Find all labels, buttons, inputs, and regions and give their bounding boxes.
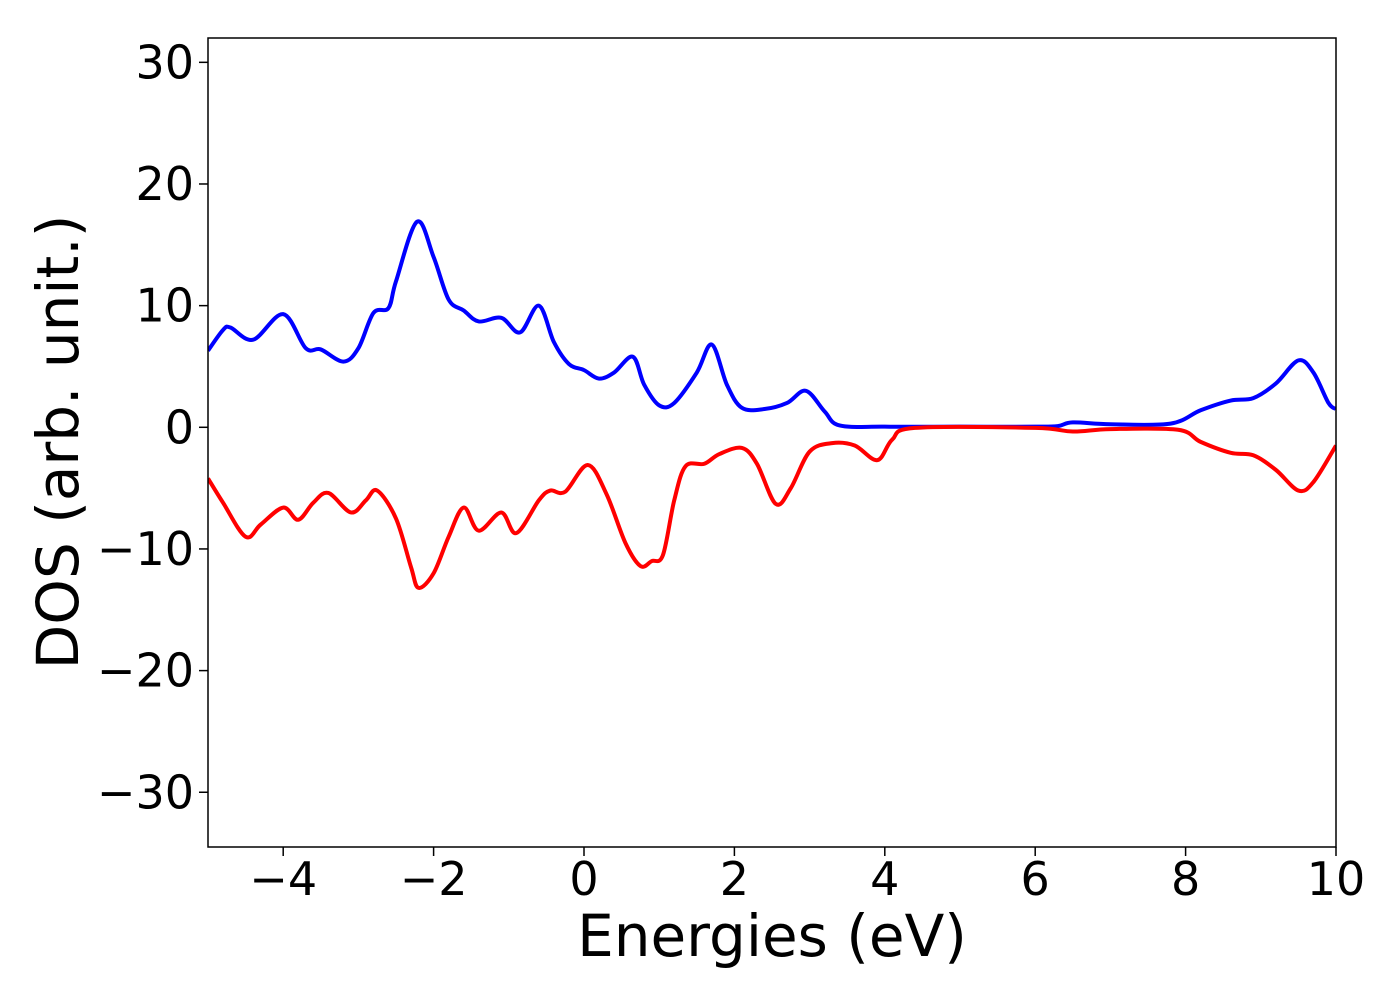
y-tick-label: 0 bbox=[165, 400, 194, 454]
x-tick-label: 10 bbox=[1307, 852, 1366, 906]
y-tick-label: −30 bbox=[97, 765, 194, 819]
dos-line bbox=[208, 219, 1336, 429]
x-tick-label: 6 bbox=[1021, 852, 1050, 906]
y-axis-label: DOS (arb. unit.) bbox=[24, 215, 92, 670]
y-tick-label: −20 bbox=[97, 644, 194, 698]
x-tick-label: 4 bbox=[870, 852, 899, 906]
y-tick-label: −10 bbox=[97, 522, 194, 576]
x-tick-label: 0 bbox=[569, 852, 598, 906]
y-tick-label: 10 bbox=[135, 279, 194, 333]
y-tick-label: 30 bbox=[135, 35, 194, 89]
x-tick-label: 2 bbox=[720, 852, 749, 906]
y-tick-label: 20 bbox=[135, 157, 194, 211]
x-tick-label: −2 bbox=[400, 852, 468, 906]
dos-line bbox=[208, 424, 1336, 590]
x-tick-label: −4 bbox=[249, 852, 317, 906]
x-axis-label: Energies (eV) bbox=[577, 902, 967, 970]
plot-frame bbox=[207, 37, 1337, 848]
x-tick-label: 8 bbox=[1171, 852, 1200, 906]
